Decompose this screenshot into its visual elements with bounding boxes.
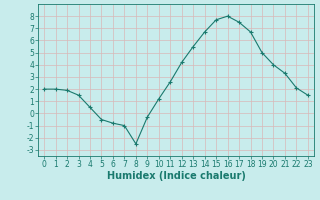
X-axis label: Humidex (Indice chaleur): Humidex (Indice chaleur) bbox=[107, 171, 245, 181]
